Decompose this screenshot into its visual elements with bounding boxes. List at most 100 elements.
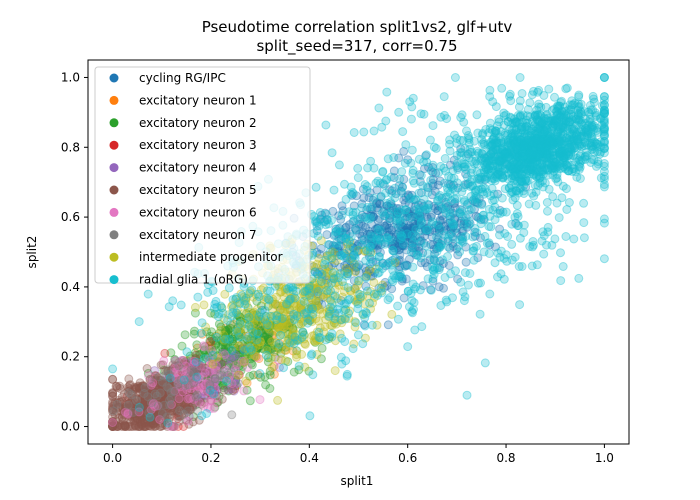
- scatter-point: [353, 262, 363, 271]
- scatter-point: [550, 92, 559, 102]
- scatter-point: [369, 126, 379, 136]
- scatter-point: [200, 363, 210, 373]
- scatter-point: [511, 218, 521, 228]
- scatter-point: [434, 225, 444, 235]
- scatter-point: [407, 102, 417, 112]
- y-tick-label: 0.2: [61, 350, 80, 364]
- scatter-point: [200, 350, 210, 360]
- scatter-point: [330, 247, 340, 257]
- scatter-point: [259, 324, 269, 334]
- scatter-point: [364, 227, 374, 236]
- scatter-point: [340, 253, 350, 263]
- scatter-point: [473, 253, 483, 263]
- scatter-point: [225, 352, 234, 362]
- scatter-point: [337, 228, 347, 238]
- scatter-point: [330, 241, 340, 251]
- scatter-point: [347, 190, 357, 200]
- scatter-point: [253, 370, 263, 380]
- scatter-point: [535, 117, 545, 127]
- scatter-point: [369, 278, 379, 287]
- scatter-point: [134, 317, 144, 327]
- scatter-point: [265, 317, 275, 326]
- scatter-point: [180, 330, 190, 340]
- scatter-point: [452, 244, 462, 254]
- scatter-point: [393, 301, 403, 311]
- scatter-point: [402, 228, 412, 237]
- scatter-point: [163, 418, 173, 428]
- scatter-point: [190, 374, 200, 384]
- scatter-point: [274, 339, 284, 349]
- scatter-point: [384, 224, 394, 233]
- scatter-point: [420, 224, 430, 234]
- x-tick-label: 0.2: [201, 451, 220, 465]
- scatter-point: [142, 364, 152, 373]
- scatter-point: [282, 300, 292, 310]
- scatter-point: [157, 383, 167, 393]
- scatter-point: [411, 233, 421, 243]
- scatter-point: [137, 398, 147, 408]
- scatter-point: [354, 246, 363, 256]
- scatter-point: [158, 398, 168, 408]
- scatter-point: [204, 344, 214, 354]
- scatter-point: [463, 210, 473, 220]
- scatter-point: [404, 228, 413, 238]
- scatter-point: [547, 106, 557, 115]
- scatter-point: [465, 219, 475, 229]
- y-axis: 0.00.20.40.60.81.0: [61, 70, 88, 434]
- scatter-point: [519, 228, 529, 238]
- scatter-point: [358, 184, 368, 194]
- scatter-point: [417, 188, 426, 198]
- scatter-point: [428, 240, 438, 250]
- scatter-point: [599, 182, 609, 192]
- scatter-point: [403, 342, 413, 352]
- scatter-point: [485, 240, 495, 250]
- scatter-point: [389, 166, 399, 176]
- scatter-point: [382, 87, 392, 97]
- scatter-point: [201, 370, 211, 380]
- scatter-point: [436, 301, 446, 310]
- scatter-point: [212, 360, 222, 370]
- scatter-point: [293, 336, 303, 346]
- scatter-point: [415, 208, 424, 218]
- scatter-point: [212, 377, 222, 387]
- scatter-point: [378, 227, 388, 237]
- scatter-point: [148, 389, 158, 398]
- scatter-point: [225, 380, 235, 390]
- scatter-point: [221, 326, 231, 336]
- scatter-point: [473, 212, 483, 222]
- scatter-point: [273, 344, 283, 353]
- scatter-point: [169, 373, 179, 383]
- scatter-point: [434, 221, 444, 231]
- scatter-point: [263, 344, 273, 354]
- scatter-point: [270, 352, 280, 362]
- scatter-point: [197, 371, 207, 380]
- scatter-point: [395, 262, 405, 272]
- scatter-point: [496, 138, 506, 148]
- scatter-point: [236, 344, 246, 354]
- scatter-point: [249, 310, 259, 320]
- scatter-point: [137, 403, 147, 413]
- scatter-point: [211, 359, 221, 368]
- scatter-point: [214, 319, 224, 329]
- scatter-point: [206, 385, 216, 395]
- scatter-point: [399, 146, 409, 156]
- scatter-point: [151, 376, 161, 386]
- scatter-point: [187, 378, 197, 388]
- scatter-point: [199, 345, 209, 355]
- scatter-point: [267, 330, 277, 340]
- scatter-point: [495, 151, 505, 161]
- scatter-point: [219, 374, 229, 384]
- scatter-point: [262, 320, 272, 330]
- scatter-point: [209, 390, 219, 399]
- scatter-point: [344, 308, 354, 318]
- scatter-point: [344, 263, 354, 273]
- scatter-point: [387, 225, 397, 235]
- scatter-point: [408, 93, 418, 103]
- scatter-point: [217, 370, 227, 380]
- scatter-point: [248, 370, 258, 380]
- scatter-point: [366, 211, 376, 221]
- scatter-point: [469, 255, 479, 265]
- scatter-point: [288, 346, 298, 356]
- scatter-point: [474, 194, 484, 204]
- scatter-point: [298, 327, 308, 337]
